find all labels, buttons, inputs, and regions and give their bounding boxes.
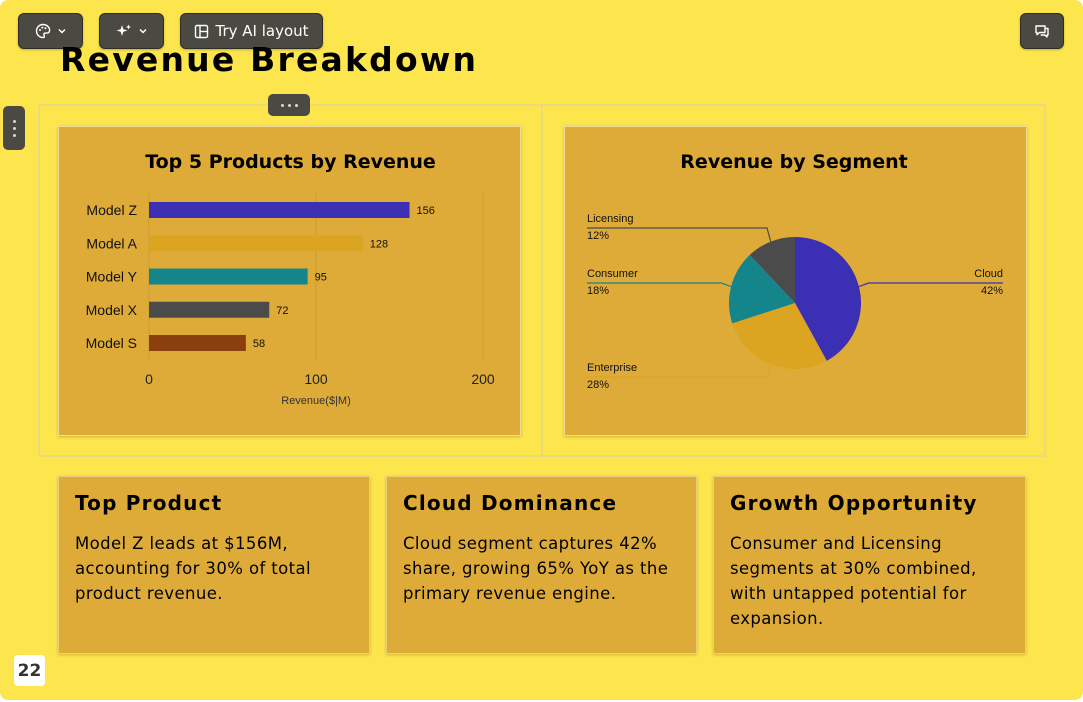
slice-percent: 12% [587, 230, 609, 242]
pie-slice [732, 303, 827, 369]
bar [149, 202, 410, 218]
slice-label: Consumer [587, 268, 638, 280]
bar-chart: Top 5 Products by Revenue 0 100 200 Model Z 1… [86, 151, 495, 407]
insight-body: Model Z leads at $156M, accounting for 3… [75, 534, 312, 603]
x-tick-label: 0 [145, 371, 153, 387]
slice-percent: 28% [587, 379, 609, 391]
x-axis-label: Revenue($|M) [281, 395, 351, 407]
try-ai-layout-label: Try AI layout [215, 22, 309, 40]
insight-card-growth-opportunity[interactable]: Growth Opportunity Consumer and Licensin… [713, 476, 1026, 654]
y-category-label: Model X [86, 302, 138, 318]
pie-chart: Revenue by Segment Cloud 42% Enterprise 28% C… [587, 151, 1003, 391]
slice-label: Enterprise [587, 362, 637, 374]
bar-value-label: 95 [315, 272, 327, 284]
slice-label: Cloud [974, 268, 1003, 280]
bar [149, 335, 246, 351]
bar-chart-card[interactable]: Top 5 Products by Revenue 0 100 200 Model Z 1… [58, 126, 521, 436]
slice-percent: 18% [587, 285, 609, 297]
top-drag-handle[interactable] [268, 94, 310, 116]
x-tick-label: 200 [471, 371, 495, 387]
chevron-down-icon [57, 26, 67, 36]
charts-layout-frame [38, 104, 1046, 457]
insight-body: Consumer and Licensing segments at 30% c… [730, 534, 977, 628]
insight-title: Cloud Dominance [403, 491, 618, 515]
side-drag-handle[interactable] [3, 106, 25, 150]
y-category-label: Model S [86, 335, 137, 351]
insight-body: Cloud segment captures 42% share, growin… [403, 534, 669, 603]
bar-value-label: 72 [276, 305, 288, 317]
bar [149, 301, 270, 318]
try-ai-layout-button[interactable]: Try AI layout [180, 13, 323, 49]
pie-slice [749, 237, 795, 303]
x-tick-label: 100 [304, 371, 328, 387]
slice-percent: 42% [981, 285, 1003, 297]
page-number-badge: 22 [14, 655, 45, 686]
theme-button[interactable] [18, 13, 83, 49]
bar-value-label: 58 [253, 338, 265, 350]
page-title: Revenue Breakdown [60, 40, 479, 79]
leader-line [587, 282, 732, 288]
chart-title: Top 5 Products by Revenue [145, 151, 436, 173]
y-category-label: Model A [86, 235, 137, 251]
palette-icon [35, 23, 51, 39]
slice-label: Licensing [587, 213, 633, 225]
bar-value-label: 128 [370, 238, 388, 250]
insight-title: Top Product [75, 491, 223, 515]
y-category-label: Model Y [86, 269, 138, 285]
sparkle-icon [116, 23, 132, 39]
comment-icon [1034, 23, 1050, 39]
comment-button[interactable] [1020, 13, 1064, 49]
pie-slice [729, 254, 795, 324]
bar-value-label: 156 [417, 205, 435, 217]
insight-card-cloud-dominance[interactable]: Cloud Dominance Cloud segment captures 4… [386, 476, 697, 654]
insight-card-top-product[interactable]: Top Product Model Z leads at $156M, acco… [58, 476, 370, 654]
pie-slice [795, 237, 861, 361]
bar [149, 268, 308, 285]
bar [149, 235, 363, 252]
layout-icon [194, 24, 209, 39]
leader-line [587, 227, 772, 242]
chart-title: Revenue by Segment [680, 151, 907, 173]
column-divider[interactable] [541, 106, 543, 455]
ai-tools-button[interactable] [99, 13, 164, 49]
pie-chart-card[interactable]: Revenue by Segment Cloud 42% Enterprise 28% C… [564, 126, 1027, 436]
insight-title: Growth Opportunity [730, 491, 978, 515]
chevron-down-icon [138, 26, 148, 36]
leader-line [587, 364, 772, 378]
y-category-label: Model Z [86, 202, 137, 218]
leader-line [858, 282, 1003, 288]
